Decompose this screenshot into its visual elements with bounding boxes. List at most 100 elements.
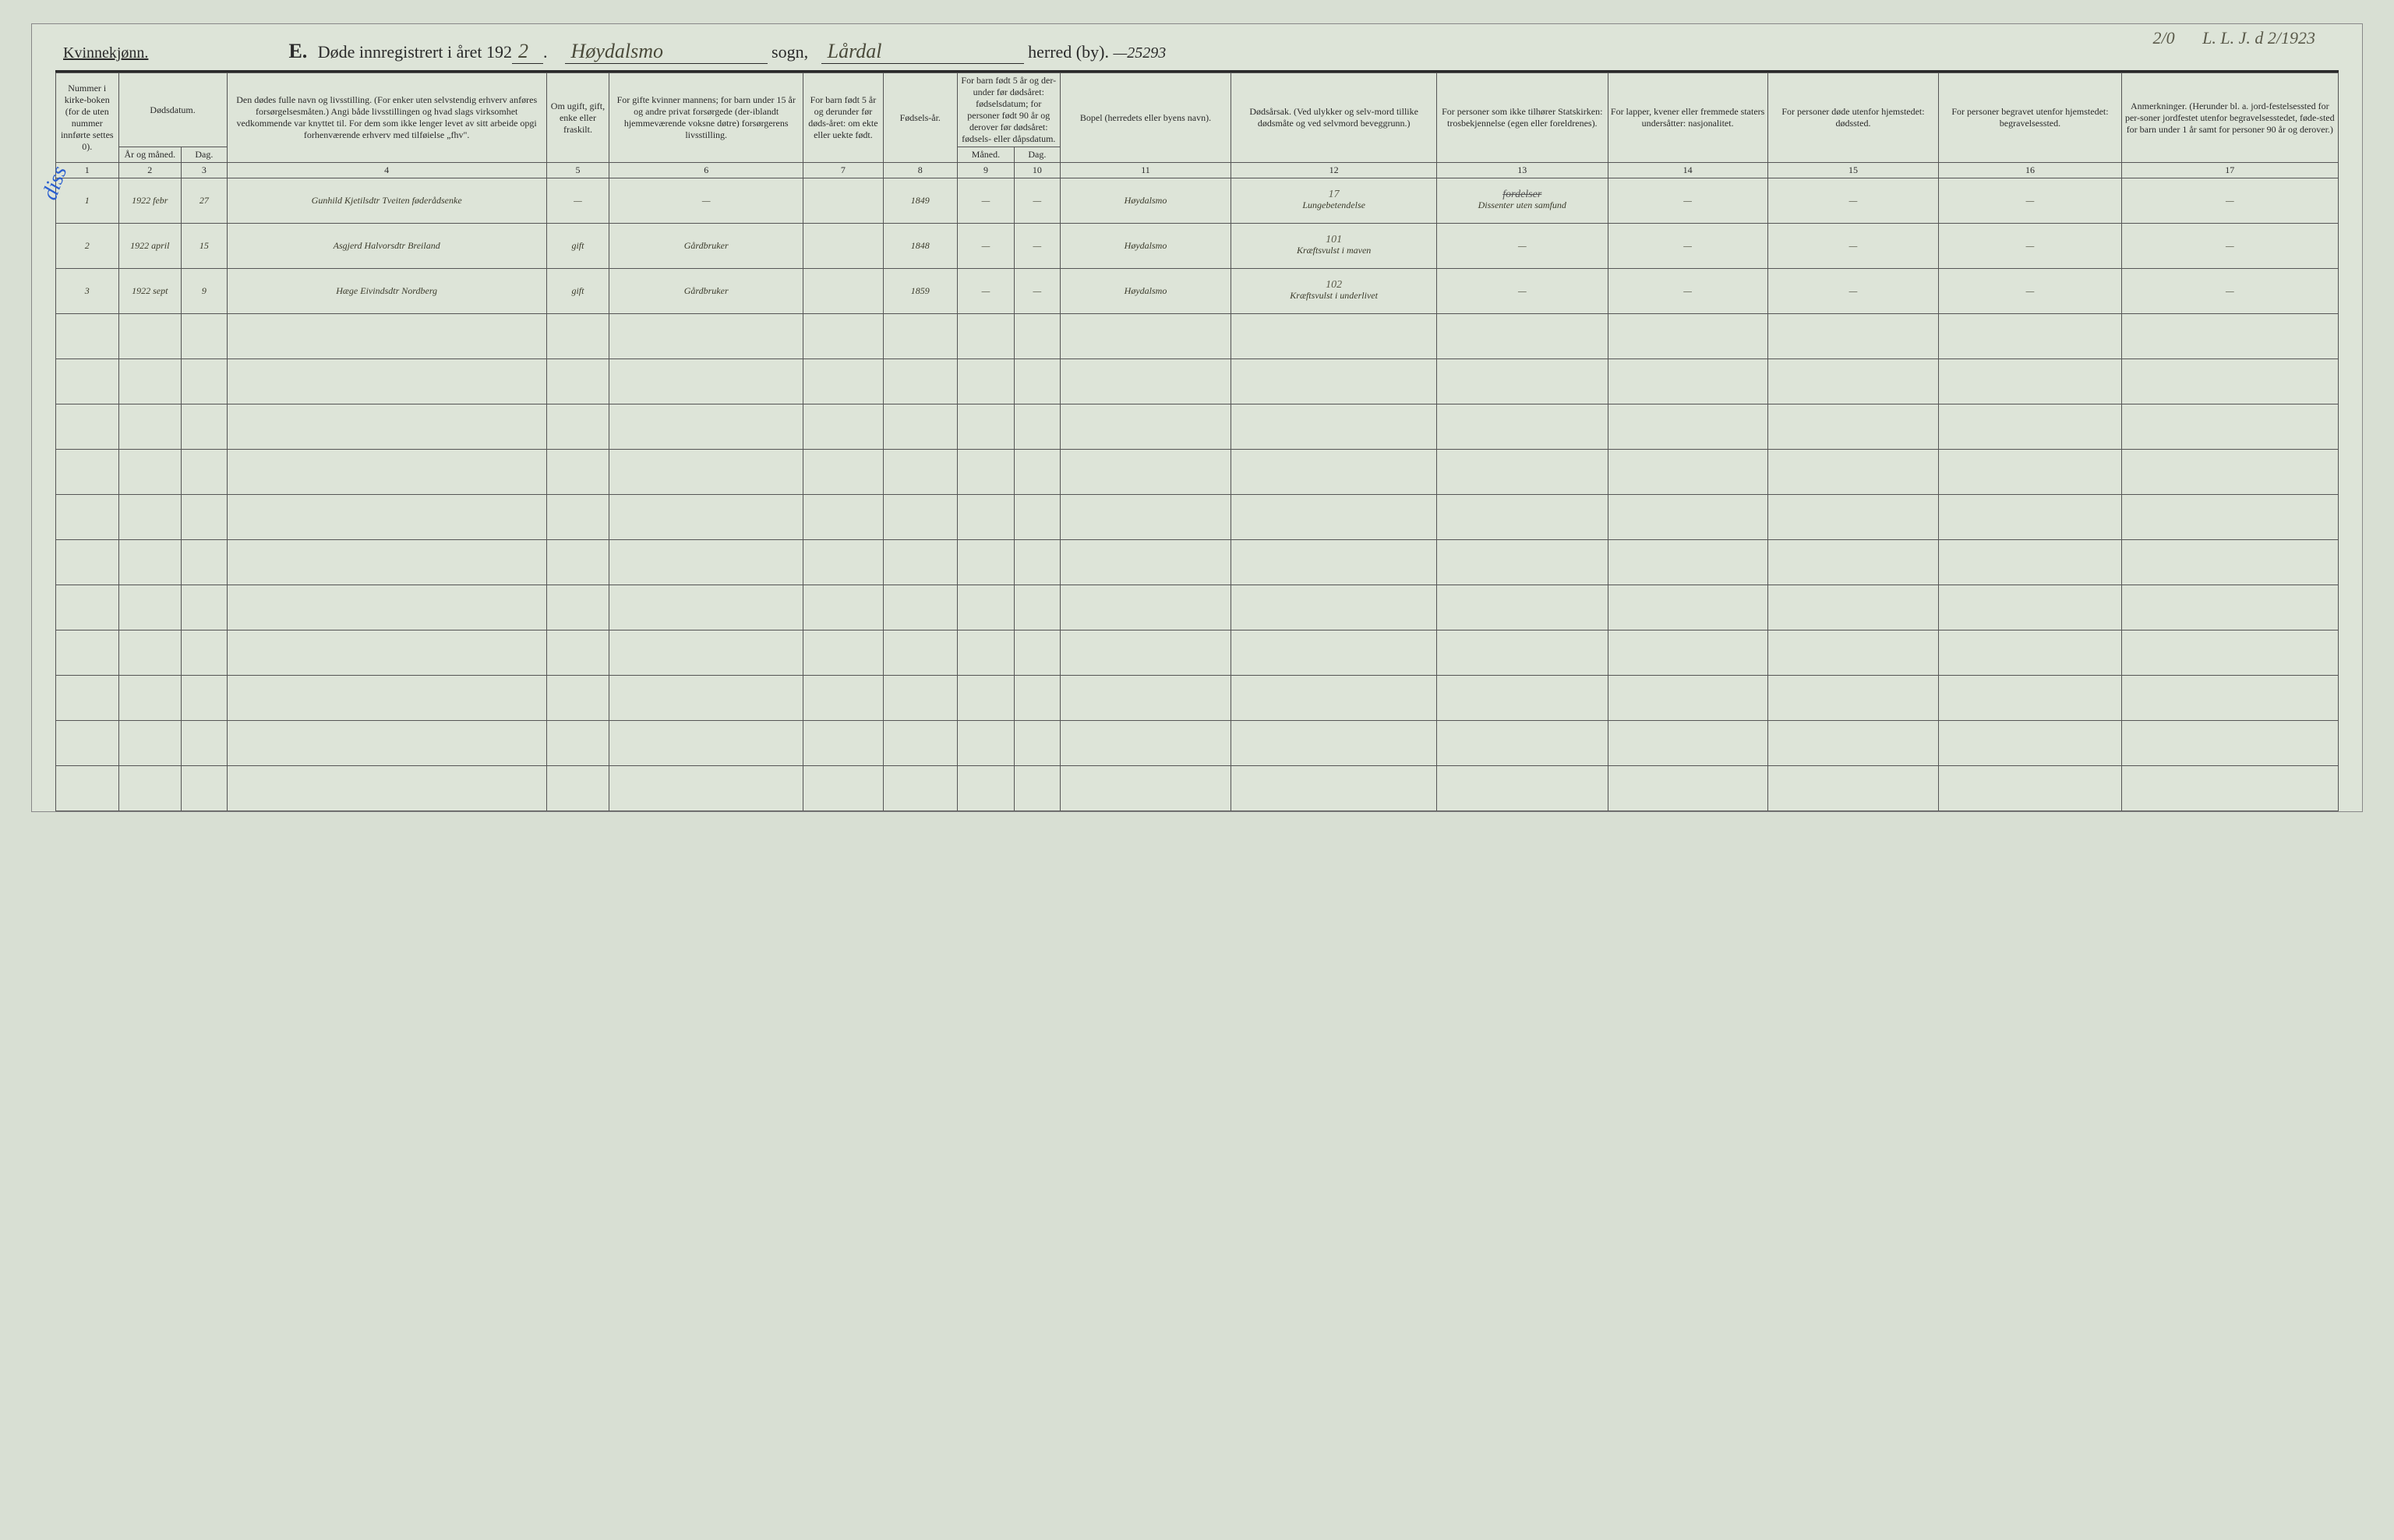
cell: — bbox=[2121, 224, 2338, 269]
cell: 1922 febr bbox=[118, 178, 182, 224]
cell-empty bbox=[227, 585, 546, 630]
tros-strike: fordelser bbox=[1439, 190, 1605, 200]
cell-empty bbox=[227, 314, 546, 359]
ledger-table: Nummer i kirke-boken (for de uten nummer… bbox=[55, 72, 2339, 811]
herred-label: herred (by). bbox=[1028, 42, 1109, 62]
cell-empty bbox=[227, 721, 546, 766]
cell: 2 bbox=[56, 224, 119, 269]
col-header-4: Den dødes fulle navn og livsstilling. (F… bbox=[227, 73, 546, 163]
cell-empty bbox=[56, 721, 119, 766]
table-row-empty bbox=[56, 721, 2339, 766]
cell-empty bbox=[1015, 495, 1061, 540]
cell-empty bbox=[1436, 495, 1608, 540]
sogn-label: sogn, bbox=[772, 42, 808, 62]
cell-empty bbox=[1767, 540, 1939, 585]
cell-empty bbox=[56, 404, 119, 450]
cell-empty bbox=[182, 404, 228, 450]
col-header-9-top: For barn født 5 år og der-under før døds… bbox=[957, 73, 1060, 147]
colnum: 13 bbox=[1436, 163, 1608, 178]
cell: — bbox=[1608, 269, 1767, 314]
cell-empty bbox=[56, 495, 119, 540]
cell-empty bbox=[883, 585, 957, 630]
cell-empty bbox=[2121, 450, 2338, 495]
cell-empty bbox=[1939, 450, 2121, 495]
cell-empty bbox=[1060, 450, 1231, 495]
cell: Gunhild Kjetilsdtr Tveiten føderådsenke bbox=[227, 178, 546, 224]
col-header-6: For gifte kvinner mannens; for barn unde… bbox=[609, 73, 803, 163]
cell-empty bbox=[883, 404, 957, 450]
col-header-5: Om ugift, gift, enke eller fraskilt. bbox=[546, 73, 609, 163]
colnum: 3 bbox=[182, 163, 228, 178]
cell-empty bbox=[803, 766, 884, 811]
cell-empty bbox=[803, 585, 884, 630]
cell-empty bbox=[2121, 540, 2338, 585]
table-row-empty bbox=[56, 585, 2339, 630]
cell-empty bbox=[883, 676, 957, 721]
cell-empty bbox=[56, 676, 119, 721]
cell-empty bbox=[118, 721, 182, 766]
cell: gift bbox=[546, 224, 609, 269]
colnum: 6 bbox=[609, 163, 803, 178]
cell-empty bbox=[803, 314, 884, 359]
cell-empty bbox=[1767, 676, 1939, 721]
colnum: 14 bbox=[1608, 163, 1767, 178]
cell-empty bbox=[883, 359, 957, 404]
table-row-empty bbox=[56, 495, 2339, 540]
colnum: 5 bbox=[546, 163, 609, 178]
cell-empty bbox=[56, 585, 119, 630]
cell-empty bbox=[609, 721, 803, 766]
cell-empty bbox=[1060, 359, 1231, 404]
cell-empty bbox=[1436, 630, 1608, 676]
gender-label: Kvinnekjønn. bbox=[63, 44, 148, 62]
table-row: 11922 febr27Gunhild Kjetilsdtr Tveiten f… bbox=[56, 178, 2339, 224]
cell: — bbox=[2121, 269, 2338, 314]
cell-empty bbox=[2121, 314, 2338, 359]
col-header-2a: År og måned. bbox=[118, 147, 182, 163]
cell: — bbox=[1767, 224, 1939, 269]
cell-empty bbox=[609, 314, 803, 359]
cell-empty bbox=[803, 630, 884, 676]
cell-empty bbox=[56, 630, 119, 676]
table-body: 11922 febr27Gunhild Kjetilsdtr Tveiten f… bbox=[56, 178, 2339, 811]
cell-empty bbox=[957, 585, 1014, 630]
cell-empty bbox=[1608, 450, 1767, 495]
cell-empty bbox=[182, 630, 228, 676]
col-header-16: For personer begravet utenfor hjemstedet… bbox=[1939, 73, 2121, 163]
col-header-1: Nummer i kirke-boken (for de uten nummer… bbox=[56, 73, 119, 163]
cell-empty bbox=[1015, 721, 1061, 766]
cell-empty bbox=[2121, 404, 2338, 450]
herred-number: —25293 bbox=[1113, 44, 1166, 62]
cell: — bbox=[1015, 178, 1061, 224]
cell-empty bbox=[227, 495, 546, 540]
colnum: 9 bbox=[957, 163, 1014, 178]
cell: 1922 april bbox=[118, 224, 182, 269]
cell-empty bbox=[2121, 359, 2338, 404]
cell: 3 bbox=[56, 269, 119, 314]
cell-empty bbox=[957, 766, 1014, 811]
colnum: 15 bbox=[1767, 163, 1939, 178]
cell: Høydalsmo bbox=[1060, 224, 1231, 269]
colnum: 2 bbox=[118, 163, 182, 178]
cell-empty bbox=[1231, 359, 1437, 404]
cell-empty bbox=[2121, 495, 2338, 540]
cell-empty bbox=[1231, 585, 1437, 630]
cell-empty bbox=[546, 676, 609, 721]
annotation-2: L. L. J. d 2/1923 bbox=[2202, 28, 2315, 48]
cell-empty bbox=[1608, 495, 1767, 540]
cell-empty bbox=[56, 314, 119, 359]
cell-empty bbox=[546, 766, 609, 811]
cell-empty bbox=[1015, 540, 1061, 585]
cell-empty bbox=[957, 359, 1014, 404]
cell: fordelserDissenter uten samfund bbox=[1436, 178, 1608, 224]
tros-text: — bbox=[1518, 285, 1527, 296]
cell: — bbox=[957, 178, 1014, 224]
cell-empty bbox=[546, 721, 609, 766]
cell-empty bbox=[546, 540, 609, 585]
cell-empty bbox=[1060, 630, 1231, 676]
cell-empty bbox=[1608, 721, 1767, 766]
cell-empty bbox=[118, 585, 182, 630]
cell-empty bbox=[1436, 314, 1608, 359]
cell-empty bbox=[1436, 404, 1608, 450]
cell-empty bbox=[1939, 630, 2121, 676]
cell-empty bbox=[957, 630, 1014, 676]
